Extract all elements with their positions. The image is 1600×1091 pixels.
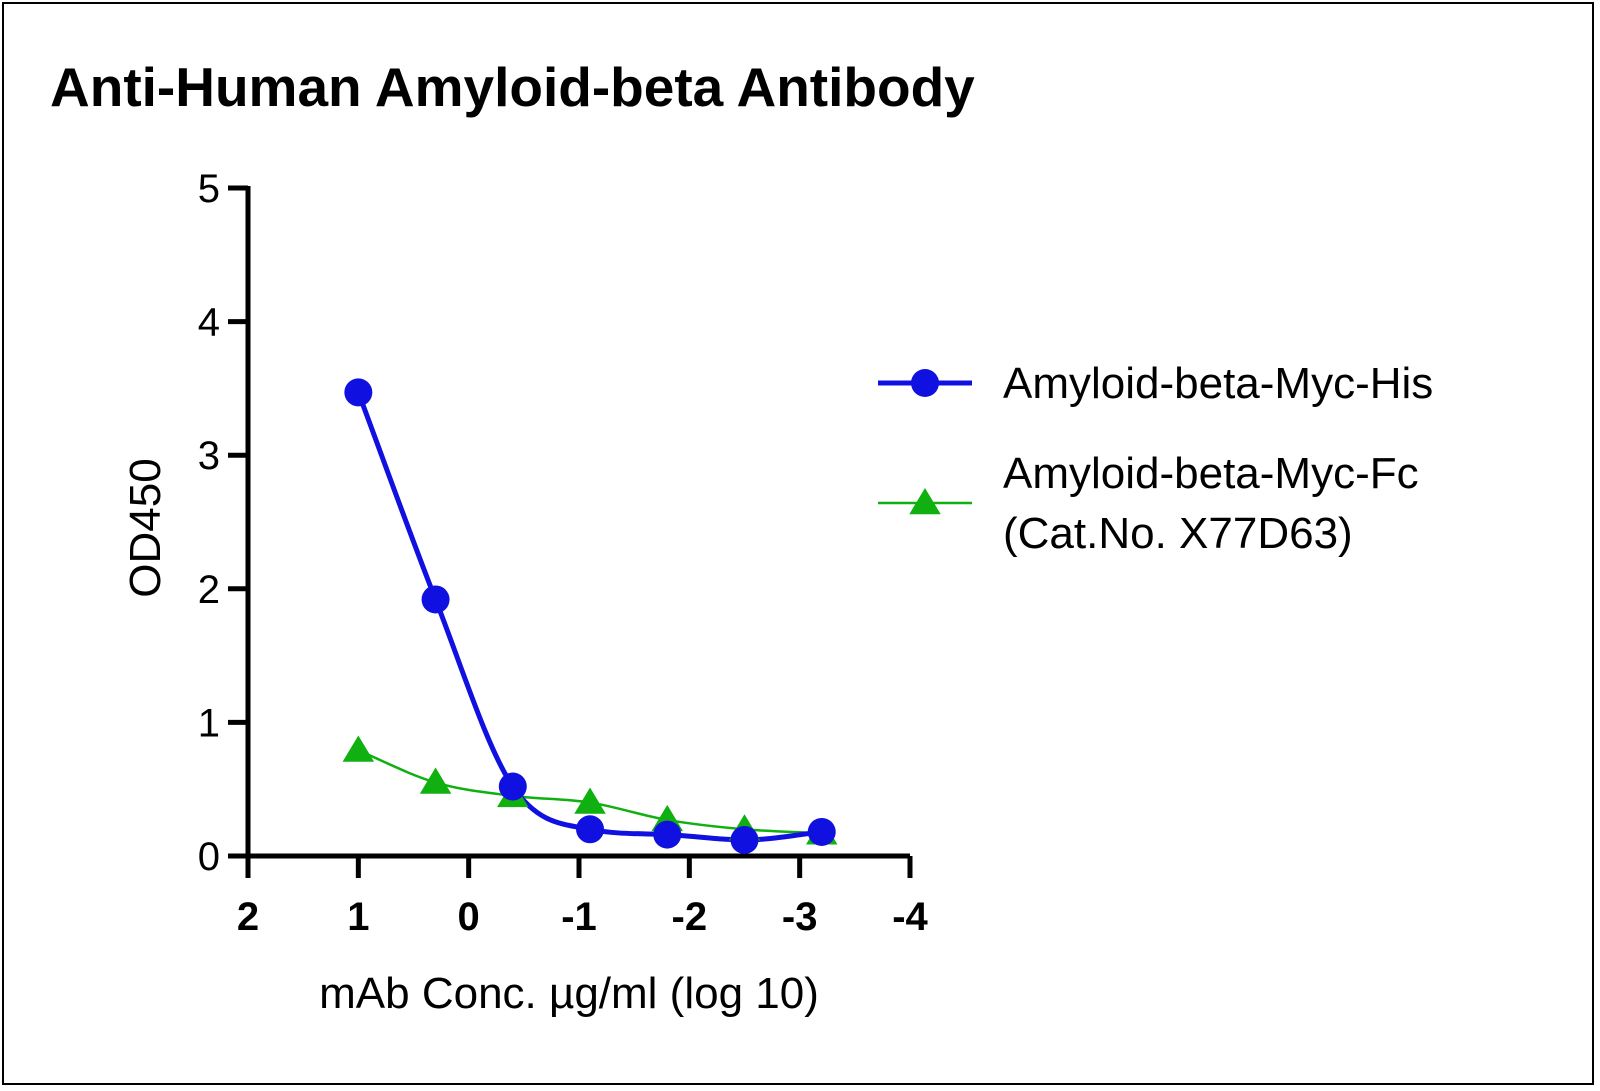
legend-marker-his (911, 369, 939, 397)
y-tick-label: 2 (198, 568, 220, 612)
x-axis-title: mAb Conc. µg/ml (log 10) (319, 969, 819, 1018)
data-point-his (421, 585, 450, 614)
legend: Amyloid-beta-Myc-His Amyloid-beta-Myc-Fc (… (878, 359, 1433, 558)
legend-label-fc: Amyloid-beta-Myc-Fc (1003, 449, 1419, 498)
data-point-fc (342, 735, 375, 762)
y-tick-label: 5 (198, 167, 220, 211)
y-tick-label: 3 (198, 434, 220, 478)
fit-curves (355, 391, 822, 843)
data-point-his (730, 825, 759, 854)
x-tick-label: -3 (782, 895, 818, 939)
x-tick-label: 0 (458, 895, 480, 939)
data-point-fc (419, 767, 452, 794)
data-point-his (576, 815, 605, 844)
legend-label-his: Amyloid-beta-Myc-His (1003, 359, 1433, 408)
legend-label-fc: (Cat.No. X77D63) (1003, 509, 1353, 558)
data-point-fc (574, 787, 606, 814)
tick-labels: 0 1 2 3 4 5 2 1 0 -1 -2 -3 -4 (198, 167, 929, 939)
data-points (342, 378, 838, 854)
y-axis-title: OD450 (121, 458, 170, 597)
y-tick-label: 4 (198, 301, 220, 345)
fit-curve-his (355, 391, 822, 843)
data-point-his (653, 820, 682, 849)
chart-title: Anti-Human Amyloid-beta Antibody (50, 56, 975, 118)
x-tick-label: 2 (237, 895, 259, 939)
data-point-his (807, 817, 836, 846)
y-tick-label: 1 (198, 701, 220, 745)
x-tick-label: -4 (892, 895, 928, 939)
x-tick-label: -1 (561, 895, 597, 939)
data-point-his (344, 378, 373, 407)
axes (228, 185, 913, 878)
data-point-his (498, 772, 527, 801)
x-tick-label: -2 (672, 895, 708, 939)
x-tick-label: 1 (347, 895, 369, 939)
y-tick-label: 0 (198, 835, 220, 879)
legend-marker-fc (909, 488, 941, 515)
